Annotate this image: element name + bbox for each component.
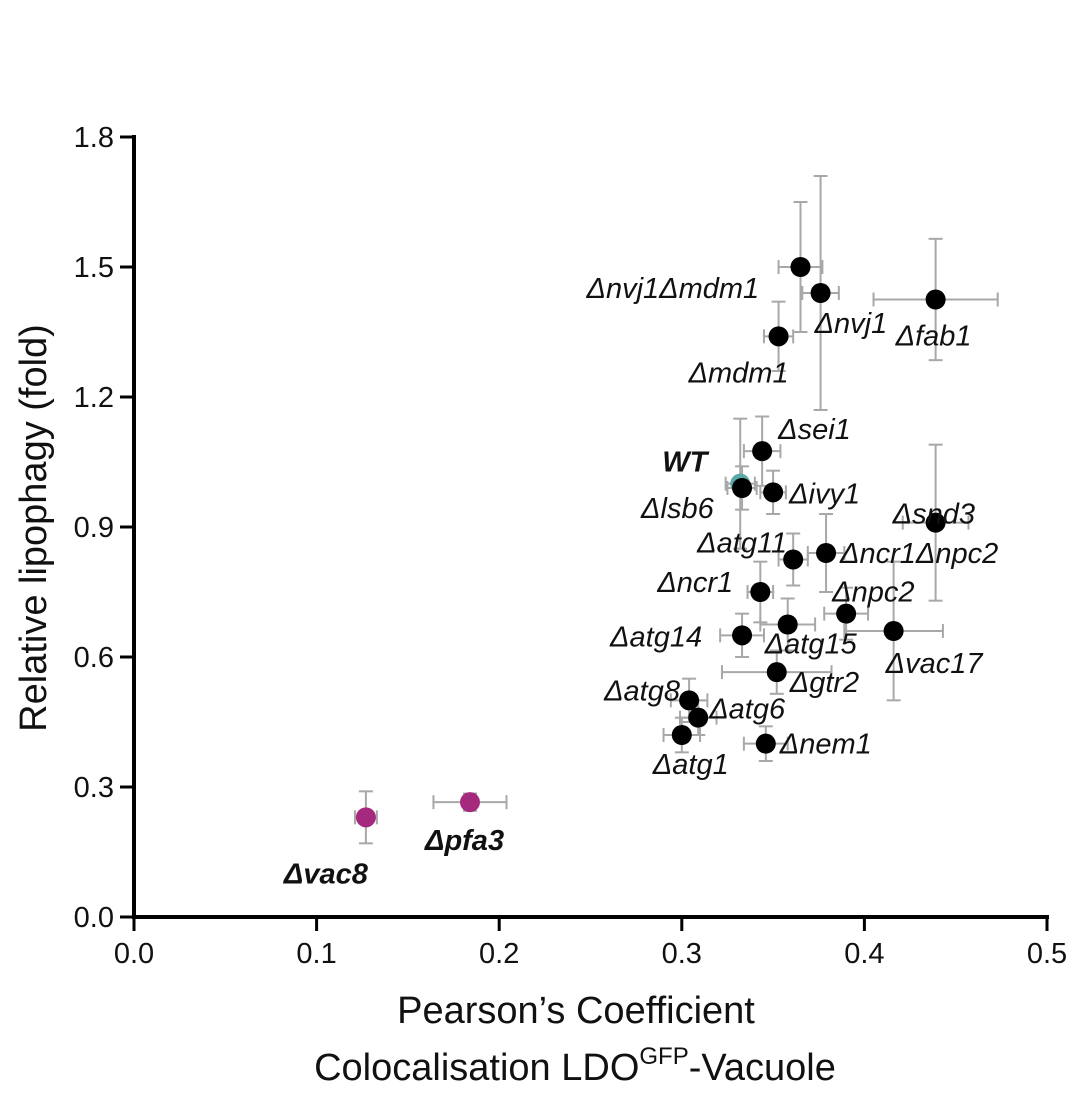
x-tick-label: 0.3 [662,938,702,970]
point-label: Δlsb6 [640,493,715,525]
data-point [679,690,700,711]
data-point [925,289,946,310]
x-tick-label: 0.2 [479,938,519,970]
point-label: Δatg1 [652,749,729,781]
point-label: Δfab1 [895,321,972,353]
point-label: Δatg6 [708,694,786,726]
point-label: Δsei1 [777,414,851,446]
x-axis-title-superscript: GFP [639,1043,688,1070]
y-axis-title: Relative lipophagy (fold) [13,324,55,732]
point-label: Δgtr2 [789,667,859,699]
y-tick-label: 1.8 [74,122,114,154]
data-point [925,512,946,533]
x-axis-title-suffix: -Vacuole [689,1047,836,1089]
data-point [783,549,804,570]
x-tick-label: 0.1 [296,938,336,970]
data-point [671,725,692,745]
data-point [732,478,753,498]
point-label: Δvac8 [283,858,369,890]
y-tick-label: 0.3 [74,772,114,804]
data-point [836,603,857,624]
point-label: Δncr1 [656,567,733,599]
data-point [763,482,784,503]
point-label: Δnem1 [779,729,872,761]
point-label: Δatg15 [764,629,858,661]
point-label: Δatg8 [603,675,680,707]
data-point [752,441,773,462]
data-point [810,283,831,303]
point-label: Δatg11 [696,528,787,560]
x-tick-label: 0.4 [844,938,884,970]
y-tick-label: 1.2 [74,382,114,414]
y-tick-label: 0.6 [74,642,114,674]
data-point [816,543,837,563]
data-point [750,582,771,602]
point-label: Δivy1 [788,478,860,510]
ticks: 0.0 0.1 0.2 0.3 0.4 0.5 0.0 0.3 0.6 0.9 1.2 1.5 1.8 [74,122,1067,970]
y-tick-label: 0.9 [74,512,114,544]
data-point [766,662,787,683]
x-axis-title-prefix: Colocalisation LDO [314,1047,639,1089]
x-tick-label: 0.0 [114,938,154,970]
point-label: Δmdm1 [688,357,789,389]
point-label: Δnpc2 [831,577,914,609]
point-label: Δpfa3 [424,825,504,857]
data-point [459,792,480,813]
data-point [355,807,376,828]
x-tick-label: 0.5 [1027,938,1067,970]
point-label: Δsnd3 [892,499,975,531]
data-point [777,614,798,635]
point-label: Δncr1Δnpc2 [839,538,998,570]
y-tick-label: 0.0 [74,902,114,934]
data-point [732,625,753,646]
data-point [688,707,709,728]
x-axis-title-line1: Pearson’s Coefficient [397,990,755,1032]
data-point [790,257,811,277]
data-point [883,621,904,641]
data-point [755,733,776,754]
point-label: Δvac17 [885,648,985,680]
x-axis-title-line2: Colocalisation LDOGFP-Vacuole [314,1043,836,1089]
y-tick-label: 1.5 [74,252,114,284]
point-label: Δnvj1 [814,308,888,340]
data-point [768,326,789,347]
point-label: WT [662,447,709,479]
point-label: Δatg14 [609,621,702,653]
point-label: Δnvj1Δmdm1 [585,273,759,305]
data-points [355,257,946,828]
point-labels: Δnvj1Δmdm1 Δnvj1 Δfab1 Δmdm1 Δsei1 WT Δlsb6 Δiv… [283,273,998,890]
